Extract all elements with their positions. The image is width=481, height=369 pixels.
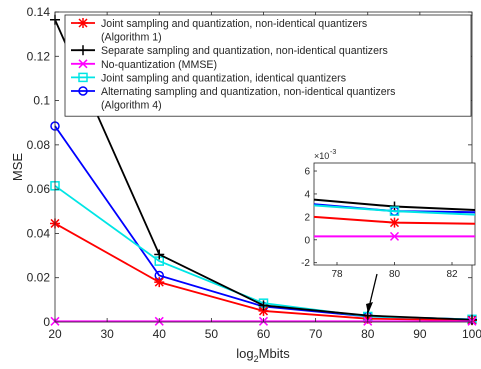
legend-label: (Algorithm 1) <box>101 32 162 44</box>
inset-y-tick-label: 0 <box>304 235 310 246</box>
x-tick-label: 100 <box>462 327 481 341</box>
x-tick-label: 80 <box>361 327 375 341</box>
legend-entry: Joint sampling and quantization, non-ide… <box>71 18 367 44</box>
inset-series-line <box>313 204 476 216</box>
legend-entry: No-quantization (MMSE) <box>71 59 217 71</box>
legend-entry: Separate sampling and quantization, non-… <box>71 45 388 57</box>
inset-zoom-plot: -2 0 2 4 6 78 80 82 ×10 -3 <box>301 149 476 280</box>
inset-y-tick-label: 4 <box>304 189 310 200</box>
inset-y-tick-label: -2 <box>301 258 310 269</box>
x-axis-label-tail: Mbits <box>259 346 291 361</box>
inset-data-point <box>389 206 400 216</box>
x-tick-label: 20 <box>48 327 62 341</box>
inset-series-4 <box>313 215 476 228</box>
inset-x-tick-label: 80 <box>389 269 401 280</box>
y-tick-label: 0.12 <box>27 49 51 63</box>
zoom-arrow <box>366 273 378 314</box>
inset-data-point <box>389 217 400 228</box>
inset-y-tick-label: 6 <box>304 167 310 178</box>
legend-label: No-quantization (MMSE) <box>101 59 217 71</box>
y-tick-label: 0.04 <box>27 226 51 240</box>
legend-marker <box>78 45 88 56</box>
legend-marker <box>78 86 88 96</box>
legend-entry: Alternating sampling and quantization, n… <box>71 86 395 112</box>
y-axis-label: MSE <box>10 153 25 182</box>
inset-y-tick-label: 2 <box>304 212 310 223</box>
x-tick-label: 50 <box>205 327 219 341</box>
legend-marker <box>78 18 88 28</box>
y-tick-label: 0.06 <box>27 182 51 196</box>
inset-x-tick-label: 82 <box>446 269 458 280</box>
legend: Joint sampling and quantization, non-ide… <box>64 14 472 117</box>
x-axis-label: log2Mbits <box>236 346 290 364</box>
inset-series-5 <box>314 231 475 241</box>
inset-data-point <box>389 231 400 241</box>
y-tick-label: 0.1 <box>33 94 50 108</box>
inset-exponent-label: ×10 <box>314 151 329 161</box>
data-point <box>258 300 269 311</box>
legend-marker <box>78 72 88 83</box>
x-tick-label: 40 <box>153 327 167 341</box>
data-point <box>258 305 269 316</box>
inset-x-tick-label: 78 <box>331 269 343 280</box>
y-tick-label: 0.08 <box>27 138 51 152</box>
legend-label: Joint sampling and quantization, non-ide… <box>101 18 367 30</box>
y-tick-label: 0 <box>43 315 50 329</box>
x-tick-label: 30 <box>100 327 114 341</box>
x-axis-label-subscript: 2 <box>254 354 259 364</box>
y-tick-label: 0.02 <box>27 271 51 285</box>
y-tick-label: 0.14 <box>27 5 51 19</box>
x-tick-label: 70 <box>309 327 323 341</box>
legend-label: Alternating sampling and quantization, n… <box>101 86 395 98</box>
data-point <box>154 277 165 288</box>
legend-marker <box>78 59 88 69</box>
inset-series-3 <box>313 204 476 216</box>
legend-label: Separate sampling and quantization, non-… <box>101 45 388 57</box>
legend-box <box>64 14 472 117</box>
legend-entry: Joint sampling and quantization, identic… <box>71 72 346 84</box>
legend-label: (Algorithm 4) <box>101 100 162 112</box>
legend-label: Joint sampling and quantization, identic… <box>101 72 346 84</box>
x-tick-label: 90 <box>413 327 427 341</box>
data-point <box>154 249 165 260</box>
inset-exponent-power: -3 <box>330 149 336 156</box>
x-tick-label: 60 <box>257 327 271 341</box>
